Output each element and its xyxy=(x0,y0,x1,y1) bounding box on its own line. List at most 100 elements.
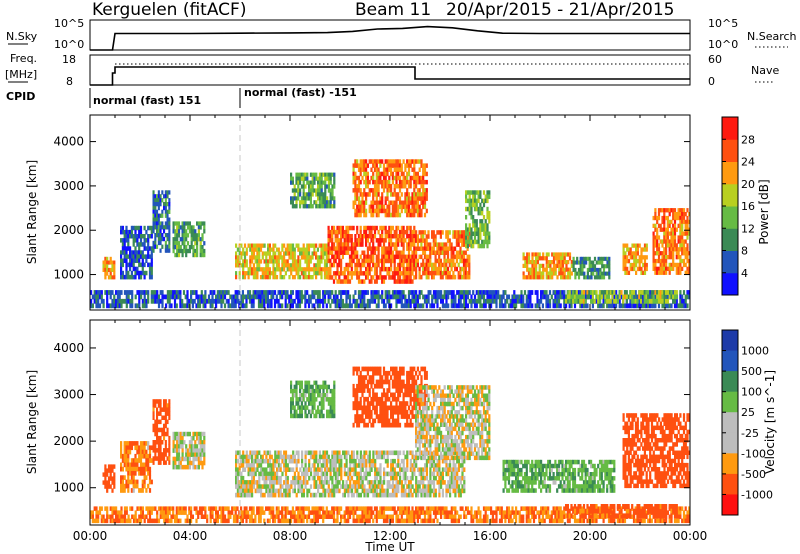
data-cell-2 xyxy=(161,233,164,238)
data-cell-7 xyxy=(356,188,359,193)
data-cell-14 xyxy=(475,298,478,304)
data-cell-5 xyxy=(395,250,398,255)
data-cell-3 xyxy=(172,460,175,466)
data-cell-14 xyxy=(98,290,102,295)
data-cell-5 xyxy=(413,266,416,272)
data-cell-4 xyxy=(245,259,248,264)
data-cell-4 xyxy=(249,463,252,468)
data-cell-4 xyxy=(306,255,309,260)
data-cell-15 xyxy=(606,290,609,295)
data-cell-1 xyxy=(141,449,144,455)
data-cell-14 xyxy=(391,290,394,295)
data-cell-7 xyxy=(391,208,394,214)
data-cell-5 xyxy=(357,279,361,284)
data-cell-3 xyxy=(172,436,175,441)
data-cell-14 xyxy=(684,294,687,300)
data-cell-5 xyxy=(400,238,403,243)
data-cell-13 xyxy=(657,212,661,217)
data-cell-2 xyxy=(168,452,171,457)
data-cell-14 xyxy=(663,298,666,304)
data-cell-3 xyxy=(201,252,204,258)
data-cell-14 xyxy=(445,298,448,304)
data-cell-15 xyxy=(659,290,662,295)
data-cell-7 xyxy=(413,163,416,168)
data-cell-4 xyxy=(324,492,327,498)
data-cell-7 xyxy=(384,200,387,205)
data-cell-5 xyxy=(348,258,352,264)
data-cell-6 xyxy=(438,270,441,276)
data-cell-4 xyxy=(293,471,296,477)
data-cell-1 xyxy=(120,441,123,446)
data-cell-11 xyxy=(574,275,577,280)
data-cell-6 xyxy=(448,242,451,247)
data-cell-14 xyxy=(177,290,180,295)
data-cell-1 xyxy=(141,462,144,468)
data-cell-1 xyxy=(145,475,148,480)
data-cell-6 xyxy=(432,262,435,268)
data-cell-14 xyxy=(345,298,348,304)
data-cell-14 xyxy=(100,294,103,300)
data-cell-5 xyxy=(343,279,346,284)
data-cell-4 xyxy=(288,484,291,489)
data-cell-7 xyxy=(372,163,375,168)
data-cell-14 xyxy=(591,303,594,309)
data-cell-14 xyxy=(484,290,487,295)
data-cell-13 xyxy=(672,212,675,217)
data-cell-4 xyxy=(236,458,239,464)
data-cell-9 xyxy=(473,194,477,199)
data-cell-1 xyxy=(134,462,137,468)
data-cell-13 xyxy=(663,247,666,252)
data-cell-5 xyxy=(354,262,357,268)
data-cell-4 xyxy=(279,275,282,280)
data-cell-10 xyxy=(567,271,570,276)
data-cell-3 xyxy=(172,431,175,437)
data-cell-8 xyxy=(302,196,305,201)
power-colorbar-label-6: 28 xyxy=(741,133,755,146)
data-cell-4 xyxy=(284,492,288,498)
data-cell-1 xyxy=(123,441,126,446)
data-cell-6 xyxy=(436,242,439,247)
data-cell-6 xyxy=(441,274,444,280)
data-cell-4 xyxy=(304,271,307,276)
data-cell-4 xyxy=(267,267,270,272)
data-cell-6 xyxy=(468,266,471,272)
data-cell-6 xyxy=(423,246,427,251)
power-colorbar-label-0: 4 xyxy=(741,267,748,280)
data-cell-6 xyxy=(434,266,437,272)
data-cell-4 xyxy=(325,471,329,477)
data-cell-5 xyxy=(343,229,346,235)
data-cell-14 xyxy=(118,298,121,304)
data-cell-7 xyxy=(406,179,409,185)
data-cell-1 xyxy=(127,483,130,489)
data-cell-4 xyxy=(242,454,245,460)
data-cell-14 xyxy=(341,298,344,304)
data-cell-5 xyxy=(365,254,368,260)
data-cell-4 xyxy=(286,467,289,472)
data-cell-13 xyxy=(682,231,686,236)
data-cell-3 xyxy=(192,436,195,441)
data-cell-5 xyxy=(345,262,348,268)
data-cell-2 xyxy=(161,431,164,437)
data-cell-15 xyxy=(640,294,643,300)
data-cell-14 xyxy=(536,290,539,295)
data-cell-10 xyxy=(522,252,525,257)
data-cell-1 xyxy=(120,466,123,472)
data-cell-5 xyxy=(350,266,353,272)
data-cell-4 xyxy=(325,475,329,481)
data-cell-9 xyxy=(479,223,482,228)
data-cell-14 xyxy=(147,294,150,300)
data-cell-14 xyxy=(309,294,312,300)
data-cell-6 xyxy=(416,238,419,243)
data-cell-11 xyxy=(574,267,577,272)
data-cell-6 xyxy=(461,234,464,239)
data-cell-3 xyxy=(201,460,204,466)
data-cell-15 xyxy=(591,294,594,300)
data-cell-5 xyxy=(340,258,343,264)
data-cell-14 xyxy=(384,303,387,309)
data-cell-3 xyxy=(199,440,202,445)
data-cell-11 xyxy=(601,256,604,261)
data-cell-4 xyxy=(313,480,316,485)
data-cell-7 xyxy=(354,200,357,205)
data-cell-5 xyxy=(361,262,364,268)
data-cell-6 xyxy=(429,246,432,251)
